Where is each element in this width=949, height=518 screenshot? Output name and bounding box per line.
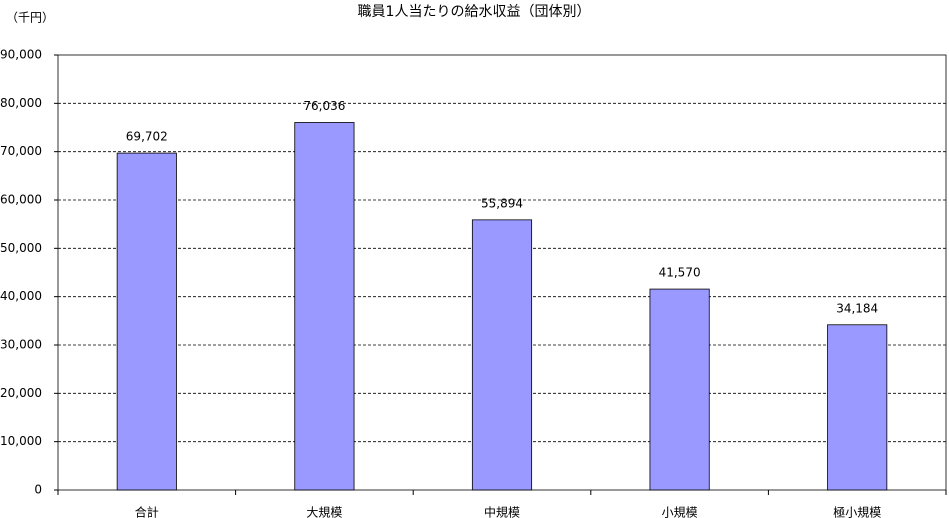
y-tick-label: 0	[34, 483, 42, 497]
y-tick-label: 60,000	[0, 193, 42, 207]
bar	[827, 324, 888, 491]
y-tick-label: 50,000	[0, 241, 42, 255]
value-label: 76,036	[303, 99, 345, 113]
x-tick-label: 大規模	[306, 505, 342, 518]
chart-title: 職員1人当たりの給水収益（団体別）	[358, 4, 591, 20]
y-unit-label: （千円）	[6, 11, 54, 25]
bar	[649, 288, 710, 491]
value-label: 41,570	[659, 266, 701, 280]
bar	[471, 219, 533, 491]
y-tick-label: 90,000	[0, 48, 42, 62]
y-tick-label: 70,000	[0, 144, 42, 158]
bar	[116, 152, 177, 491]
y-tick-label: 80,000	[0, 96, 42, 110]
x-tick-label: 中規模	[484, 505, 520, 518]
y-tick-label: 30,000	[0, 338, 42, 352]
y-tick-label: 20,000	[0, 386, 42, 400]
x-tick-label: 小規模	[662, 505, 698, 518]
x-tick-label: 極小規模	[833, 505, 881, 518]
x-tick-label: 合計	[135, 505, 159, 518]
value-label: 55,894	[481, 196, 523, 210]
value-label: 69,702	[126, 130, 168, 144]
value-label: 34,184	[836, 301, 878, 315]
y-tick-label: 40,000	[0, 289, 42, 303]
bar	[294, 122, 355, 491]
y-tick-label: 10,000	[0, 434, 42, 448]
